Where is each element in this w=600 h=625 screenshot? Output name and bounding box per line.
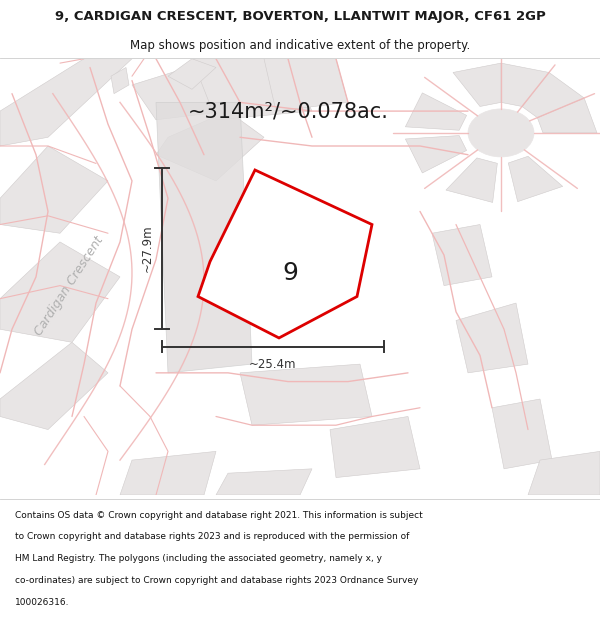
Polygon shape — [432, 224, 492, 286]
Text: Cardigan Crescent: Cardigan Crescent — [32, 234, 106, 338]
Polygon shape — [453, 63, 501, 106]
Polygon shape — [456, 303, 528, 373]
Polygon shape — [538, 98, 597, 133]
Polygon shape — [446, 158, 497, 202]
Polygon shape — [406, 136, 467, 173]
Text: to Crown copyright and database rights 2023 and is reproduced with the permissio: to Crown copyright and database rights 2… — [15, 532, 409, 541]
Text: HM Land Registry. The polygons (including the associated geometry, namely x, y: HM Land Registry. The polygons (includin… — [15, 554, 382, 563]
Polygon shape — [156, 111, 264, 181]
Text: co-ordinates) are subject to Crown copyright and database rights 2023 Ordnance S: co-ordinates) are subject to Crown copyr… — [15, 576, 418, 585]
Polygon shape — [198, 170, 372, 338]
Polygon shape — [522, 72, 584, 118]
Polygon shape — [132, 59, 264, 120]
Text: 9, CARDIGAN CRESCENT, BOVERTON, LLANTWIT MAJOR, CF61 2GP: 9, CARDIGAN CRESCENT, BOVERTON, LLANTWIT… — [55, 10, 545, 23]
Polygon shape — [192, 59, 312, 120]
Polygon shape — [111, 68, 129, 94]
Polygon shape — [0, 59, 132, 146]
Polygon shape — [156, 102, 252, 373]
Text: ~25.4m: ~25.4m — [249, 359, 297, 371]
Polygon shape — [501, 63, 549, 106]
Polygon shape — [168, 59, 216, 89]
Polygon shape — [240, 364, 372, 425]
Polygon shape — [264, 59, 348, 111]
Polygon shape — [406, 93, 467, 130]
Text: Contains OS data © Crown copyright and database right 2021. This information is : Contains OS data © Crown copyright and d… — [15, 511, 423, 519]
Text: 100026316.: 100026316. — [15, 598, 70, 607]
Polygon shape — [0, 342, 108, 429]
Polygon shape — [508, 156, 563, 202]
Polygon shape — [492, 399, 552, 469]
Polygon shape — [528, 451, 600, 495]
Polygon shape — [0, 242, 120, 342]
Circle shape — [468, 109, 534, 157]
Text: 9: 9 — [283, 261, 298, 285]
Polygon shape — [120, 451, 216, 495]
Text: Map shows position and indicative extent of the property.: Map shows position and indicative extent… — [130, 39, 470, 52]
Text: ~27.9m: ~27.9m — [140, 225, 154, 272]
Polygon shape — [216, 469, 312, 495]
Text: ~314m²/~0.078ac.: ~314m²/~0.078ac. — [188, 101, 388, 121]
Polygon shape — [0, 146, 108, 233]
Polygon shape — [330, 416, 420, 478]
